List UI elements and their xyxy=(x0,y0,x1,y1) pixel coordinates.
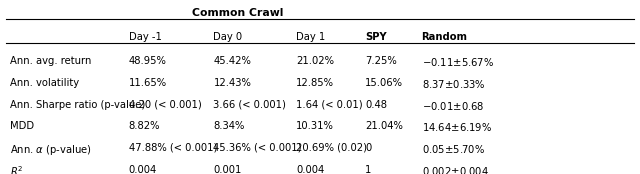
Text: 10.31%: 10.31% xyxy=(296,121,334,131)
Text: 1.64 (< 0.01): 1.64 (< 0.01) xyxy=(296,100,363,109)
Text: 1: 1 xyxy=(365,165,372,174)
Text: 12.85%: 12.85% xyxy=(296,78,334,88)
Text: 15.06%: 15.06% xyxy=(365,78,403,88)
Text: $-$0.11$\pm$5.67%: $-$0.11$\pm$5.67% xyxy=(422,56,494,68)
Text: Day 0: Day 0 xyxy=(213,32,243,42)
Text: MDD: MDD xyxy=(10,121,34,131)
Text: 45.36% (< 0.001): 45.36% (< 0.001) xyxy=(213,143,302,153)
Text: Day -1: Day -1 xyxy=(129,32,161,42)
Text: Ann. volatility: Ann. volatility xyxy=(10,78,79,88)
Text: 0.001: 0.001 xyxy=(213,165,242,174)
Text: 11.65%: 11.65% xyxy=(129,78,167,88)
Text: Ann. $\alpha$ (p-value): Ann. $\alpha$ (p-value) xyxy=(10,143,92,157)
Text: 0.004: 0.004 xyxy=(129,165,157,174)
Text: 8.82%: 8.82% xyxy=(129,121,160,131)
Text: 8.34%: 8.34% xyxy=(213,121,244,131)
Text: 0.48: 0.48 xyxy=(365,100,387,109)
Text: $-$0.01$\pm$0.68: $-$0.01$\pm$0.68 xyxy=(422,100,484,112)
Text: 47.88% (< 0.001): 47.88% (< 0.001) xyxy=(129,143,217,153)
Text: Common Crawl: Common Crawl xyxy=(192,9,284,18)
Text: 20.69% (0.02): 20.69% (0.02) xyxy=(296,143,367,153)
Text: 14.64$\pm$6.19%: 14.64$\pm$6.19% xyxy=(422,121,492,133)
Text: 7.25%: 7.25% xyxy=(365,56,397,66)
Text: 45.42%: 45.42% xyxy=(213,56,252,66)
Text: 3.66 (< 0.001): 3.66 (< 0.001) xyxy=(213,100,286,109)
Text: 48.95%: 48.95% xyxy=(129,56,166,66)
Text: 4.20 (< 0.001): 4.20 (< 0.001) xyxy=(129,100,202,109)
Text: 0.004: 0.004 xyxy=(296,165,324,174)
Text: Day 1: Day 1 xyxy=(296,32,325,42)
Text: 8.37$\pm$0.33%: 8.37$\pm$0.33% xyxy=(422,78,485,90)
Text: SPY: SPY xyxy=(365,32,387,42)
Text: 0.05$\pm$5.70%: 0.05$\pm$5.70% xyxy=(422,143,484,155)
Text: 0.002$\pm$0.004: 0.002$\pm$0.004 xyxy=(422,165,488,174)
Text: $R^2$: $R^2$ xyxy=(10,165,23,174)
Text: 21.04%: 21.04% xyxy=(365,121,403,131)
Text: 12.43%: 12.43% xyxy=(213,78,252,88)
Text: Ann. Sharpe ratio (p-value): Ann. Sharpe ratio (p-value) xyxy=(10,100,145,109)
Text: Random: Random xyxy=(422,32,468,42)
Text: 21.02%: 21.02% xyxy=(296,56,334,66)
Text: 0: 0 xyxy=(365,143,371,153)
Text: Ann. avg. return: Ann. avg. return xyxy=(10,56,91,66)
